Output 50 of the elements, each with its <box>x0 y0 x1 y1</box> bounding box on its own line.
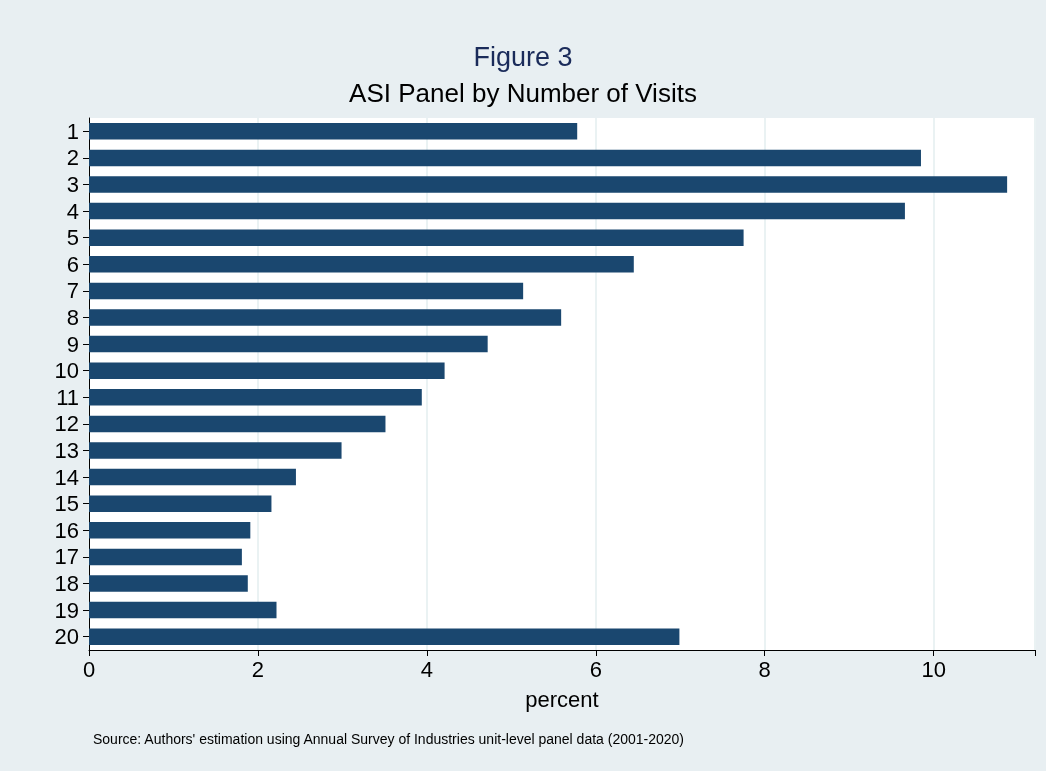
bar <box>89 176 1008 193</box>
y-tick-label: 14 <box>54 464 79 490</box>
x-tick-label: 10 <box>921 656 946 682</box>
y-tick-label: 15 <box>54 491 79 517</box>
y-tick-label: 8 <box>66 305 79 330</box>
y-tick-label: 17 <box>54 544 79 570</box>
y-tick-label: 9 <box>66 331 79 357</box>
y-tick-label: 2 <box>66 145 79 171</box>
y-tick-label: 20 <box>54 624 79 650</box>
y-tick-label: 5 <box>66 225 79 251</box>
y-tick-label: 4 <box>66 198 79 224</box>
y-tick-label: 19 <box>54 597 79 623</box>
x-tick-label: 8 <box>758 656 771 682</box>
x-tick-label: 4 <box>420 656 433 682</box>
chart-subtitle: ASI Panel by Number of Visits <box>349 78 697 108</box>
bar <box>89 415 386 433</box>
bar <box>89 335 488 353</box>
y-tick-label: 12 <box>54 411 79 437</box>
y-tick-label: 6 <box>66 251 79 277</box>
bar <box>89 123 578 140</box>
bar <box>89 149 921 167</box>
y-tick-label: 16 <box>54 517 79 543</box>
bar <box>89 229 744 246</box>
y-tick-label: 10 <box>54 358 79 384</box>
bar <box>89 362 445 379</box>
bar <box>89 202 905 220</box>
bar <box>89 548 242 566</box>
bar <box>89 495 272 512</box>
y-tick-label: 11 <box>56 384 79 410</box>
bar <box>89 442 342 459</box>
x-axis-title: percent <box>525 686 599 712</box>
source-note: Source: Authors' estimation using Annual Survey of Industries unit-level panel data (2001-2020) <box>93 731 685 747</box>
bar <box>89 282 524 300</box>
bar <box>89 256 634 273</box>
bar <box>89 628 680 645</box>
bar <box>89 389 422 406</box>
x-tick-label: 2 <box>251 656 265 682</box>
y-tick-label: 1 <box>66 118 79 144</box>
x-tick-label: 0 <box>82 656 96 682</box>
bar <box>89 601 277 619</box>
y-tick-label: 7 <box>66 278 79 304</box>
chart-title: Figure 3 <box>473 41 573 72</box>
bar <box>89 575 248 592</box>
y-tick-label: 18 <box>54 571 79 596</box>
bar <box>89 522 251 539</box>
bar <box>89 309 562 326</box>
x-tick-label: 6 <box>589 656 602 682</box>
y-tick-label: 13 <box>54 438 79 463</box>
y-tick-label: 3 <box>66 172 79 197</box>
bar <box>89 468 296 486</box>
